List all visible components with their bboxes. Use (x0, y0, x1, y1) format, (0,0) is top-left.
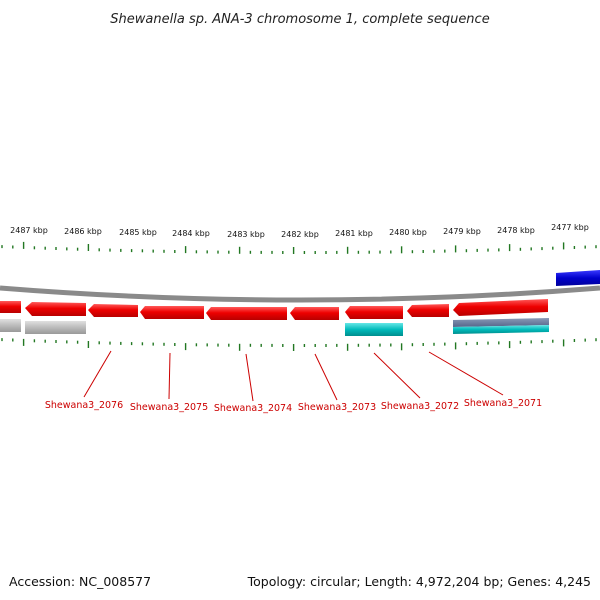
gene-label: Shewana3_2074 (214, 403, 292, 414)
gene-feature (345, 323, 403, 336)
cds-feature (345, 306, 403, 319)
gene-label: Shewana3_2076 (45, 400, 123, 411)
genome-backbone (0, 285, 600, 303)
outer-ticks (1, 241, 597, 254)
ruler-label: 2483 kbp (227, 230, 265, 239)
cds-feature (25, 302, 86, 316)
gene-label: Shewana3_2072 (381, 401, 459, 412)
leader-line (168, 352, 171, 400)
gene-label: Shewana3_2073 (298, 402, 376, 413)
leader-line (245, 353, 254, 402)
forward-cds-feature (556, 270, 600, 286)
cds-feature (88, 304, 138, 317)
ruler-label: 2485 kbp (119, 228, 157, 237)
ruler-label: 2481 kbp (335, 229, 373, 238)
map-title: Shewanella sp. ANA-3 chromosome 1, compl… (110, 12, 489, 27)
leader-line (373, 352, 421, 399)
gene-label: Shewana3_2071 (464, 398, 542, 409)
cds-track (0, 299, 548, 320)
ruler-label: 2479 kbp (443, 227, 481, 236)
cds-feature (453, 299, 548, 316)
ruler-labels: 2487 kbp 2486 kbp 2485 kbp 2484 kbp 2483… (10, 223, 589, 239)
ruler-label: 2477 kbp (551, 223, 589, 232)
gene-feature (25, 321, 86, 334)
ruler-label: 2480 kbp (389, 228, 427, 237)
topology-summary: Topology: circular; Length: 4,972,204 bp… (247, 574, 591, 589)
ruler-label: 2478 kbp (497, 226, 535, 235)
ruler-label: 2486 kbp (64, 227, 102, 236)
gene-label: Shewana3_2075 (130, 402, 208, 413)
gene-feature (0, 319, 21, 332)
gene-feature (453, 325, 549, 334)
inner-ticks (1, 338, 597, 351)
ruler-label: 2484 kbp (172, 229, 210, 238)
cds-feature (206, 307, 287, 320)
cds-feature (0, 301, 21, 313)
gene-feature (453, 318, 549, 327)
label-leaders (83, 350, 504, 402)
leader-line (428, 351, 504, 396)
leader-line (314, 353, 338, 401)
accession-text: Accession: NC_008577 (9, 574, 152, 589)
ruler-label: 2482 kbp (281, 230, 319, 239)
gene-labels: Shewana3_2071 Shewana3_2072 Shewana3_207… (45, 398, 542, 414)
ruler-label: 2487 kbp (10, 226, 48, 235)
cds-feature (407, 304, 449, 317)
leader-line (83, 350, 112, 398)
cds-feature (290, 307, 339, 320)
gene-track (0, 318, 549, 336)
cds-feature (140, 306, 204, 319)
